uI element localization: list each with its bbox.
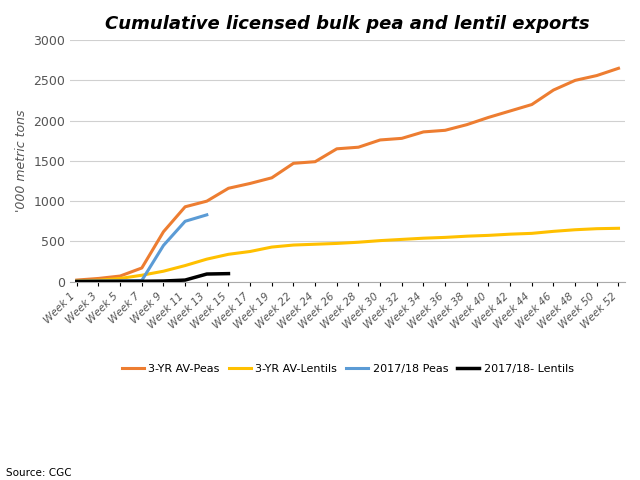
Line: 3-YR AV-Peas: 3-YR AV-Peas	[77, 68, 618, 280]
Line: 3-YR AV-Lentils: 3-YR AV-Lentils	[77, 228, 618, 281]
3-YR AV-Lentils	[506, 231, 514, 237]
2017/18- Lentils	[225, 271, 232, 276]
3-YR AV-Lentils	[333, 240, 340, 246]
Title: Cumulative licensed bulk pea and lentil exports: Cumulative licensed bulk pea and lentil …	[106, 15, 590, 33]
3-YR AV-Lentils	[73, 278, 81, 284]
3-YR AV-Peas	[333, 146, 340, 152]
3-YR AV-Peas	[420, 129, 428, 135]
3-YR AV-Lentils	[225, 252, 232, 257]
3-YR AV-Peas	[463, 122, 470, 128]
3-YR AV-Peas	[572, 77, 579, 83]
3-YR AV-Peas	[290, 160, 298, 166]
3-YR AV-Lentils	[376, 238, 384, 243]
3-YR AV-Peas	[442, 127, 449, 133]
Line: 2017/18 Peas: 2017/18 Peas	[77, 215, 207, 281]
2017/18- Lentils	[138, 278, 146, 284]
3-YR AV-Lentils	[311, 241, 319, 247]
2017/18- Lentils	[181, 277, 189, 283]
3-YR AV-Peas	[355, 144, 362, 150]
3-YR AV-Peas	[73, 277, 81, 283]
3-YR AV-Peas	[246, 180, 254, 186]
3-YR AV-Peas	[203, 198, 211, 204]
3-YR AV-Peas	[506, 108, 514, 114]
3-YR AV-Lentils	[138, 272, 146, 278]
3-YR AV-Peas	[138, 265, 146, 271]
3-YR AV-Peas	[311, 159, 319, 165]
3-YR AV-Peas	[484, 115, 492, 120]
3-YR AV-Lentils	[463, 233, 470, 239]
3-YR AV-Peas	[181, 204, 189, 210]
3-YR AV-Peas	[528, 102, 536, 108]
2017/18- Lentils	[116, 278, 124, 284]
3-YR AV-Lentils	[246, 249, 254, 254]
3-YR AV-Lentils	[95, 277, 102, 283]
2017/18 Peas	[73, 278, 81, 284]
3-YR AV-Lentils	[268, 244, 276, 250]
2017/18- Lentils	[203, 271, 211, 277]
3-YR AV-Peas	[376, 137, 384, 143]
3-YR AV-Peas	[398, 135, 406, 141]
3-YR AV-Lentils	[442, 235, 449, 240]
3-YR AV-Peas	[593, 72, 601, 78]
2017/18 Peas	[203, 212, 211, 218]
3-YR AV-Lentils	[181, 263, 189, 268]
3-YR AV-Lentils	[593, 226, 601, 231]
3-YR AV-Lentils	[528, 230, 536, 236]
2017/18- Lentils	[95, 278, 102, 284]
3-YR AV-Lentils	[203, 256, 211, 262]
Line: 2017/18- Lentils: 2017/18- Lentils	[77, 274, 228, 281]
3-YR AV-Peas	[159, 229, 167, 235]
2017/18- Lentils	[73, 278, 81, 284]
3-YR AV-Lentils	[484, 232, 492, 238]
Legend: 3-YR AV-Peas, 3-YR AV-Lentils, 2017/18 Peas, 2017/18- Lentils: 3-YR AV-Peas, 3-YR AV-Lentils, 2017/18 P…	[117, 360, 578, 379]
2017/18 Peas	[116, 278, 124, 284]
3-YR AV-Lentils	[550, 228, 557, 234]
3-YR AV-Lentils	[614, 226, 622, 231]
3-YR AV-Peas	[225, 185, 232, 191]
3-YR AV-Lentils	[355, 240, 362, 245]
3-YR AV-Peas	[95, 276, 102, 281]
3-YR AV-Peas	[116, 273, 124, 279]
3-YR AV-Lentils	[290, 242, 298, 248]
Text: Source: CGC: Source: CGC	[6, 468, 72, 478]
2017/18 Peas	[181, 218, 189, 224]
3-YR AV-Peas	[550, 87, 557, 93]
3-YR AV-Peas	[614, 65, 622, 71]
3-YR AV-Lentils	[159, 268, 167, 274]
3-YR AV-Lentils	[398, 237, 406, 242]
2017/18- Lentils	[159, 278, 167, 284]
2017/18 Peas	[138, 277, 146, 283]
2017/18 Peas	[95, 278, 102, 284]
3-YR AV-Lentils	[116, 276, 124, 281]
2017/18 Peas	[159, 242, 167, 248]
3-YR AV-Lentils	[572, 227, 579, 233]
3-YR AV-Peas	[268, 175, 276, 180]
Y-axis label: '000 metric tons: '000 metric tons	[15, 109, 28, 212]
3-YR AV-Lentils	[420, 235, 428, 241]
